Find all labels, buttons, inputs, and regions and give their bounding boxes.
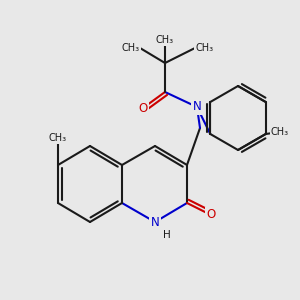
Text: CH₃: CH₃ [156, 35, 174, 45]
Text: CH₃: CH₃ [49, 133, 67, 143]
Text: CH₃: CH₃ [195, 43, 213, 53]
Text: CH₃: CH₃ [122, 43, 140, 53]
Text: N: N [193, 100, 201, 113]
Text: CH₃: CH₃ [271, 127, 289, 137]
Text: O: O [138, 101, 148, 115]
Text: H: H [163, 230, 170, 239]
Text: O: O [206, 208, 216, 221]
Text: N: N [151, 215, 159, 229]
